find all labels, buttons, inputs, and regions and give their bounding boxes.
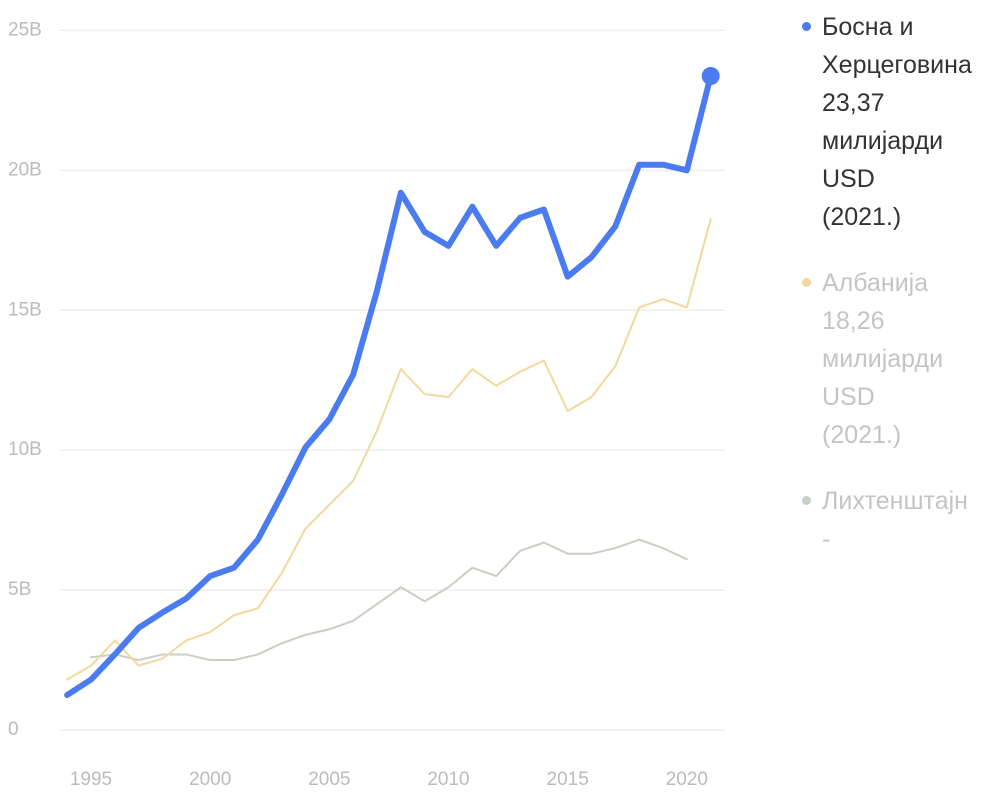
legend-entry: Албанија 18,26 милијарди USD (2021.) [800, 264, 980, 454]
legend-name: Албанија [822, 269, 929, 297]
legend-marker [802, 278, 811, 287]
x-tick-label: 2005 [308, 769, 350, 790]
chart: 0 5B 10B 15B 20B 25B 1995 2000 2005 2010 2015 2020 [8, 19, 725, 790]
legend-value: 18,26 милијарди USD [822, 307, 944, 411]
legend-year: (2021.) [822, 203, 902, 231]
line [66, 218, 712, 681]
legend-year: (2021.) [822, 421, 902, 449]
x-tick-label: 2010 [427, 769, 469, 790]
legend-entry: Лихтенштајн - [800, 482, 980, 558]
line [64, 73, 714, 699]
legend-entry: Босна и Херцеговина 23,37 милијарди USD (2… [800, 8, 980, 236]
line [89, 538, 688, 662]
y-tick-label: 10B [8, 439, 42, 460]
x-tick-label: 2020 [666, 769, 708, 790]
y-tick-label: 15B [8, 299, 42, 320]
y-tick-label: 5B [8, 579, 31, 600]
legend-value: 23,37 милијарди USD [822, 89, 944, 193]
x-tick-label: 2015 [547, 769, 589, 790]
legend-value: - [822, 525, 831, 553]
legend-marker [802, 22, 811, 31]
x-tick-label: 1995 [70, 769, 112, 790]
y-tick-label: 25B [8, 19, 42, 40]
legend-marker [802, 496, 811, 505]
y-tick-label: 0 [8, 719, 19, 740]
legend-name: Босна и Херцеговина [822, 13, 972, 79]
y-tick-label: 20B [8, 159, 42, 180]
end-point [701, 67, 720, 86]
legend: Босна и Херцеговина 23,37 милијарди USD (2… [800, 8, 980, 586]
x-tick-label: 2000 [189, 769, 231, 790]
legend-name: Лихтенштајн [822, 487, 968, 515]
